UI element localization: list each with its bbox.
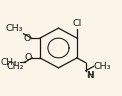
Text: O: O	[24, 34, 31, 43]
Text: Cl: Cl	[72, 19, 81, 28]
Text: H: H	[87, 71, 94, 80]
Text: CH₃: CH₃	[0, 58, 17, 67]
Text: CH₃: CH₃	[94, 62, 111, 71]
Text: O: O	[25, 53, 32, 62]
Text: CH₂: CH₂	[6, 62, 24, 72]
Text: CH₃: CH₃	[5, 24, 23, 33]
Text: N: N	[86, 71, 93, 80]
